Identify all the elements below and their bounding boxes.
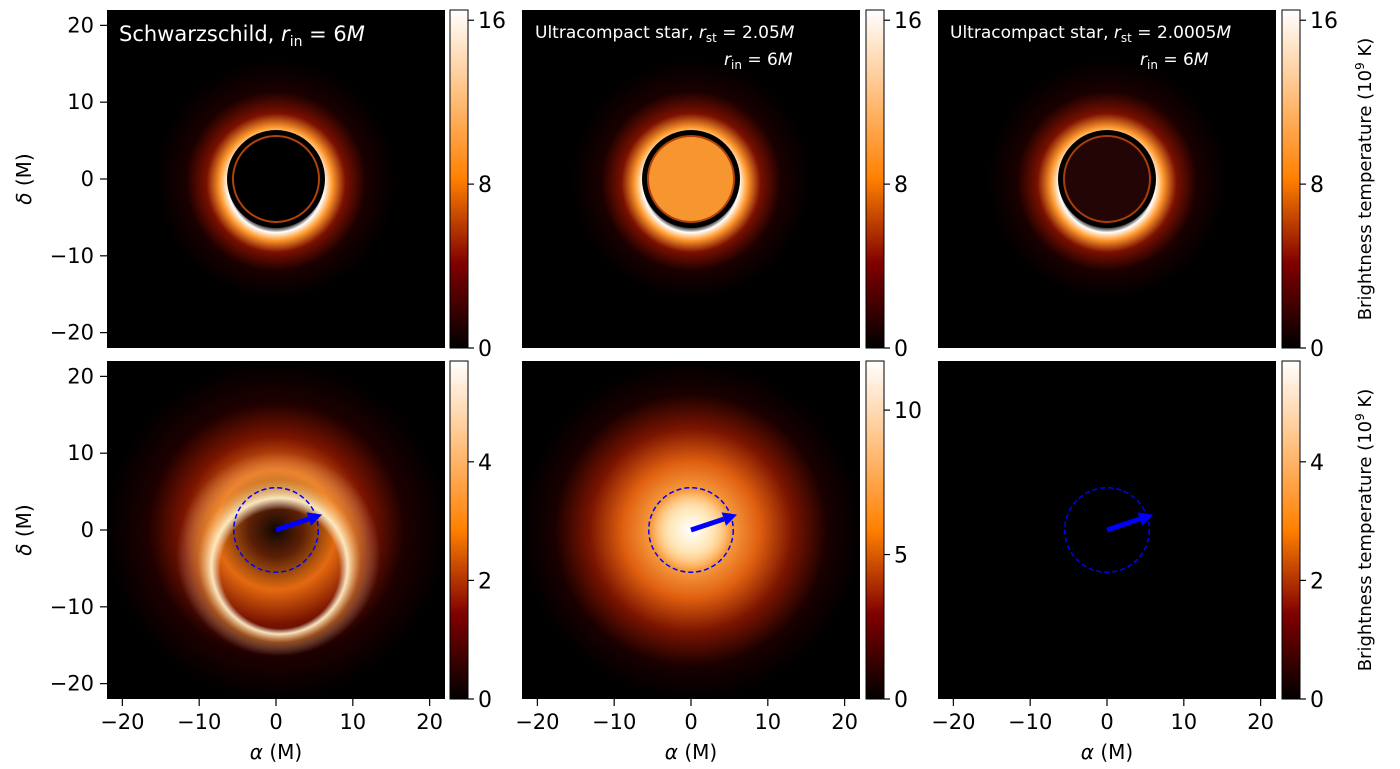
colorbar-tick-label: 0 [478,337,492,362]
colorbar-top-left [449,9,469,349]
x-tick-label: 10 [754,710,781,734]
panel-bottom-middle: −20 −10 0 10 20 α (M) 0 5 10 [515,360,922,764]
panel-top-left: Schwarzschild, rin = 6M −20 −10 0 10 20 δ (M… [12,9,506,362]
x-tick-label: 10 [339,710,366,734]
x-tick-label: −20 [931,710,975,734]
colorbar-label-bottom: Brightness temperature (109 K) [1353,389,1376,672]
y-tick-label: 0 [81,518,94,542]
photon-ring-top-left [232,135,320,223]
reference-circle [1064,487,1150,573]
y-tick-label: −10 [50,595,94,619]
panel-top-middle: Ultracompact star, rst = 2.05M rin = 6M … [522,9,922,362]
x-tick-label: −10 [177,710,221,734]
y-axis-label-bottom-left: δ (M) [12,504,36,555]
annotation-top-middle-line1: Ultracompact star, rst = 2.05M [535,23,795,45]
colorbar-tick-label: 0 [478,688,492,713]
colorbar-tick-label: 8 [894,173,908,198]
x-tick-label: 20 [1247,710,1274,734]
x-axis-label-bottom-left: α (M) [250,740,302,764]
colorbar-top-right [1281,9,1301,349]
annotation-top-middle-line2: rin = 6M [724,50,793,72]
x-tick-label: −10 [1008,710,1052,734]
y-tick-label: 20 [67,13,94,37]
reference-circle [233,487,319,573]
colorbar-ticks-bottom-left: 0 2 4 [468,451,492,713]
direction-arrow [1106,516,1141,533]
colorbar-top-middle [865,9,885,349]
y-tick-label: 10 [67,441,94,465]
y-axis-top-left: −20 −10 0 10 20 [50,13,107,345]
colorbar-tick-label: 2 [478,569,492,594]
colorbar-tick-label: 8 [1310,173,1324,198]
annotation-top-right-line2: rin = 6M [1140,50,1209,72]
x-tick-label: −10 [592,710,636,734]
colorbar-tick-label: 0 [894,688,908,713]
colorbar-bottom-right [1281,360,1301,700]
x-axis-bottom-middle: −20 −10 0 10 20 [515,699,858,734]
x-tick-label: −20 [100,710,144,734]
y-tick-label: −10 [50,244,94,268]
colorbar-tick-label: 4 [478,451,492,476]
colorbar-tick-label: 0 [1310,337,1324,362]
x-tick-label: −20 [515,710,559,734]
direction-arrow [275,516,310,533]
overlay-bottom-middle [648,487,738,573]
annotation-top-left: Schwarzschild, rin = 6M [119,22,365,50]
reference-circle [648,487,734,573]
colorbar-tick-label: 0 [894,337,908,362]
x-axis-label-bottom-middle: α (M) [665,740,717,764]
shadow-top-left [227,130,325,228]
x-tick-label: 20 [831,710,858,734]
colorbar-tick-label: 5 [894,544,908,569]
colorbar-ticks-top-right: 0 8 16 [1300,9,1338,362]
x-tick-label: 0 [684,710,697,734]
x-axis-label-bottom-right: α (M) [1081,740,1133,764]
x-tick-label: 0 [269,710,282,734]
colorbar-ticks-bottom-middle: 0 5 10 [884,399,922,713]
y-tick-label: 10 [67,90,94,114]
arrow-head-icon [306,512,323,526]
stellar-surface-top-right [1063,135,1151,223]
x-tick-label: 20 [416,710,443,734]
y-tick-label: −20 [50,321,94,345]
panel-bottom-right: −20 −10 0 10 20 α (M) 0 2 4 Brightness tempera… [931,360,1376,764]
y-tick-label: −20 [50,672,94,696]
colorbar-tick-label: 10 [894,399,922,424]
arrow-head-icon [1137,512,1154,526]
panel-top-right: Ultracompact star, rst = 2.0005M rin = 6… [938,9,1376,362]
panel-bottom-left: −20 −10 0 10 20 δ (M) −20 −10 0 10 20 α (M) 0 2 4 [12,360,492,764]
annotation-top-right-line1: Ultracompact star, rst = 2.0005M [950,23,1231,45]
y-axis-bottom-left: −20 −10 0 10 20 [50,364,107,696]
x-tick-label: 10 [1170,710,1197,734]
x-tick-label: 0 [1100,710,1113,734]
colorbar-ticks-top-left: 0 8 16 [468,9,506,362]
colorbar-tick-label: 0 [1310,688,1324,713]
y-tick-label: 20 [67,364,94,388]
colorbar-tick-label: 16 [894,9,922,34]
colorbar-ticks-top-middle: 0 8 16 [884,9,922,362]
y-axis-label-top-left: δ (M) [12,153,36,204]
stellar-surface-top-middle [647,135,735,223]
colorbar-bottom-middle [865,360,885,700]
x-axis-bottom-left: −20 −10 0 10 20 [100,699,443,734]
direction-arrow [690,516,725,533]
colorbar-tick-label: 8 [478,173,492,198]
x-axis-bottom-right: −20 −10 0 10 20 [931,699,1274,734]
colorbar-tick-label: 2 [1310,569,1324,594]
colorbar-ticks-bottom-right: 0 2 4 [1300,451,1324,713]
colorbar-tick-label: 16 [1310,9,1338,34]
colorbar-tick-label: 16 [478,9,506,34]
overlay-bottom-left [233,487,323,573]
y-tick-label: 0 [81,167,94,191]
colorbar-label-top: Brightness temperature (109 K) [1353,38,1376,321]
colorbar-tick-label: 4 [1310,451,1324,476]
overlay-bottom-right [1064,487,1154,573]
colorbar-bottom-left [449,360,469,700]
arrow-head-icon [721,512,738,526]
